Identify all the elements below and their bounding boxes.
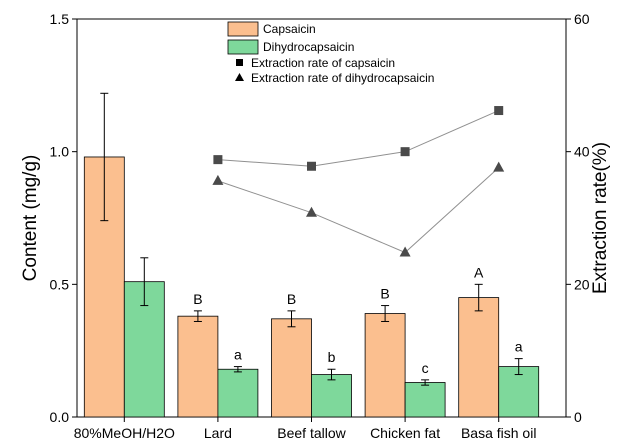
significance-label-dihydrocapsaicin-beef-tallow: b <box>328 349 336 365</box>
significance-label-capsaicin-lard: B <box>193 291 202 307</box>
significance-label-capsaicin-beef-tallow: B <box>287 291 296 307</box>
legend-swatch-capsaicin <box>227 21 259 37</box>
axes-group: 0.0 0.5 1.0 1.5 0 20 40 60 80%MeOH/H2O Lard Beef t… <box>50 11 590 441</box>
legend-swatch-dihydrocapsaicin <box>227 39 259 55</box>
significance-label-capsaicin-chicken-fat: B <box>380 286 389 302</box>
y2-tick-label-60: 60 <box>574 11 590 27</box>
point-extraction-rate-of-capsaicin-beef-tallow <box>307 161 316 171</box>
significance-label-dihydrocapsaicin-lard: a <box>234 347 242 363</box>
bars-group <box>83 156 540 418</box>
y-tick-label-0-0: 0.0 <box>50 409 70 425</box>
error-bars-group <box>100 92 523 386</box>
significance-labels-group: B B B Aa b c a <box>193 264 523 376</box>
significance-label-dihydrocapsaicin-basa-fish-oil: a <box>515 339 523 355</box>
point-extraction-rate-of-dihydrocapsaicin-chicken-fat <box>399 246 411 257</box>
y-axis-title: Content (mg/g) <box>20 155 41 282</box>
y-tick-label-0-5: 0.5 <box>50 276 70 292</box>
line-extraction-rate-of-capsaicin <box>217 110 499 167</box>
x-tick-label-basa-fish-oil: Basa fish oil <box>461 425 536 441</box>
legend-label-dihydrocapsaicin: Dihydrocapsaicin <box>263 40 354 54</box>
significance-label-dihydrocapsaicin-chicken-fat: c <box>422 360 429 376</box>
y2-tick-label-20: 20 <box>574 276 590 292</box>
bar-dihydrocapsaicin-beef-tallow <box>311 374 352 418</box>
bar-capsaicin-basa-fish-oil <box>458 297 500 418</box>
x-tick-label-80-meoh-h2o: 80%MeOH/H2O <box>74 425 175 441</box>
x-tick-label-lard: Lard <box>204 425 232 441</box>
bar-dihydrocapsaicin-chicken-fat <box>404 382 446 418</box>
point-extraction-rate-of-dihydrocapsaicin-basa-fish-oil <box>493 161 505 172</box>
line-extraction-rate-of-dihydrocapsaicin <box>217 167 500 254</box>
point-extraction-rate-of-dihydrocapsaicin-lard <box>212 174 224 185</box>
y-tick-label-1-0: 1.0 <box>50 144 70 160</box>
point-extraction-rate-of-capsaicin-lard <box>213 155 223 165</box>
legend-marker-triangle <box>235 73 244 81</box>
bar-capsaicin-chicken-fat <box>364 313 406 418</box>
extraction-lines-group <box>212 106 505 257</box>
bar-dihydrocapsaicin-lard <box>217 368 259 418</box>
point-extraction-rate-of-capsaicin-basa-fish-oil <box>494 106 504 116</box>
bar-capsaicin-beef-tallow <box>271 318 312 418</box>
x-tick-label-beef-tallow: Beef tallow <box>277 425 346 441</box>
y2-tick-label-0: 0 <box>574 409 582 425</box>
bar-capsaicin-lard <box>177 315 219 418</box>
y-tick-label-1-5: 1.5 <box>50 11 70 27</box>
y2-tick-label-40: 40 <box>574 144 590 160</box>
legend: Capsaicin Dihydrocapsaicin Extraction ra… <box>227 21 434 85</box>
significance-label-capsaicin-basa-fish-oil: A <box>474 264 484 280</box>
x-tick-label-chicken-fat: Chicken fat <box>370 425 440 441</box>
legend-label-extraction-capsaicin: Extraction rate of capsaicin <box>251 56 395 70</box>
point-extraction-rate-of-capsaicin-chicken-fat <box>400 147 410 157</box>
point-extraction-rate-of-dihydrocapsaicin-beef-tallow <box>306 206 317 217</box>
legend-marker-square <box>236 59 243 66</box>
legend-label-capsaicin: Capsaicin <box>263 22 316 36</box>
y2-axis-title: Extraction rate(%) <box>590 142 611 294</box>
legend-label-extraction-dihydrocapsaicin: Extraction rate of dihydrocapsaicin <box>251 71 434 85</box>
